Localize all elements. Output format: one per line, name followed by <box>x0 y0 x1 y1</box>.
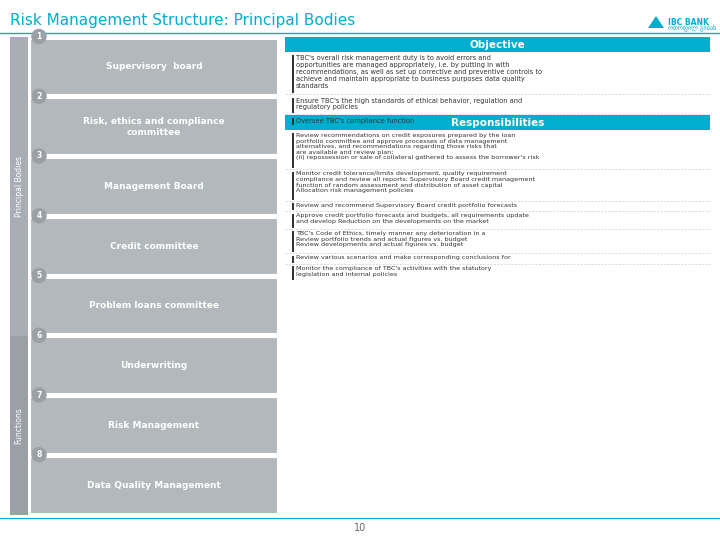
Circle shape <box>32 388 46 402</box>
Circle shape <box>32 30 46 44</box>
FancyBboxPatch shape <box>292 133 294 168</box>
FancyBboxPatch shape <box>292 231 294 252</box>
Text: TBC's overall risk management duty is to avoid errors and
opportunities are mana: TBC's overall risk management duty is to… <box>296 55 542 89</box>
FancyBboxPatch shape <box>292 203 294 210</box>
Text: Supervisory  board: Supervisory board <box>106 63 202 71</box>
FancyBboxPatch shape <box>292 213 294 227</box>
FancyBboxPatch shape <box>292 55 294 92</box>
Text: 7: 7 <box>36 390 42 400</box>
FancyBboxPatch shape <box>30 397 278 454</box>
Text: Credit committee: Credit committee <box>109 241 198 251</box>
Text: Risk, ethics and compliance
committee: Risk, ethics and compliance committee <box>84 117 225 137</box>
Text: Ensure TBC's the high standards of ethical behavior, regulation and
regulatory p: Ensure TBC's the high standards of ethic… <box>296 98 522 110</box>
Circle shape <box>32 149 46 163</box>
Text: 3: 3 <box>37 152 42 160</box>
Text: 1: 1 <box>37 32 42 41</box>
FancyBboxPatch shape <box>30 457 278 514</box>
Text: 2: 2 <box>37 92 42 101</box>
FancyBboxPatch shape <box>10 37 28 336</box>
Text: Principal Bodies: Principal Bodies <box>14 156 24 217</box>
FancyBboxPatch shape <box>30 218 278 274</box>
FancyBboxPatch shape <box>285 115 710 130</box>
Text: 5: 5 <box>37 271 42 280</box>
FancyBboxPatch shape <box>285 37 710 52</box>
Circle shape <box>32 89 46 103</box>
FancyBboxPatch shape <box>30 98 278 155</box>
Text: Risk Management Structure: Principal Bodies: Risk Management Structure: Principal Bod… <box>10 13 355 28</box>
Polygon shape <box>648 16 664 28</box>
Text: 8: 8 <box>36 450 42 459</box>
Text: Review various scenarios and make corresponding conclusions for: Review various scenarios and make corres… <box>296 255 510 260</box>
FancyBboxPatch shape <box>30 158 278 215</box>
Text: Data Quality Management: Data Quality Management <box>87 481 221 490</box>
Text: Review and recommend Supervisory Board credit portfolio forecasts: Review and recommend Supervisory Board c… <box>296 203 517 208</box>
Text: IBC BANK: IBC BANK <box>668 18 709 27</box>
Text: Monitor credit tolerance/limits development, quality requirement
compliance and : Monitor credit tolerance/limits developm… <box>296 172 535 193</box>
Circle shape <box>32 268 46 282</box>
Text: Objective: Objective <box>469 39 526 50</box>
FancyBboxPatch shape <box>10 336 28 515</box>
FancyBboxPatch shape <box>292 255 294 262</box>
Circle shape <box>32 448 46 462</box>
Circle shape <box>32 328 46 342</box>
FancyBboxPatch shape <box>30 38 278 95</box>
Text: 6: 6 <box>37 330 42 340</box>
Text: Risk Management: Risk Management <box>109 421 199 430</box>
FancyBboxPatch shape <box>292 172 294 199</box>
Text: TBC's Code of Ethics, timely manner any deterioration in a
Review portfolio tren: TBC's Code of Ethics, timely manner any … <box>296 231 485 247</box>
Text: Oversee TBC's compliance function: Oversee TBC's compliance function <box>296 118 414 124</box>
Text: Underwriting: Underwriting <box>120 361 188 370</box>
Text: Monitor the compliance of TBC's activities with the statutory
legislation and in: Monitor the compliance of TBC's activiti… <box>296 266 491 276</box>
Text: Management Board: Management Board <box>104 182 204 191</box>
FancyBboxPatch shape <box>292 266 294 280</box>
Text: Review recommendations on credit exposures prepared by the loan
portfolio commit: Review recommendations on credit exposur… <box>296 133 539 160</box>
Circle shape <box>32 209 46 222</box>
FancyBboxPatch shape <box>292 98 294 112</box>
Text: 4: 4 <box>37 211 42 220</box>
FancyBboxPatch shape <box>292 118 294 125</box>
Text: 10: 10 <box>354 523 366 533</box>
Text: Responsibilities: Responsibilities <box>451 118 544 127</box>
FancyBboxPatch shape <box>30 278 278 334</box>
FancyBboxPatch shape <box>30 338 278 394</box>
Text: Functions: Functions <box>14 407 24 444</box>
Text: ოთოფილ გიბახ: ოთოფილ გიბახ <box>668 24 716 31</box>
Text: Approve credit portfolio forecasts and budgets, all requirements update
and deve: Approve credit portfolio forecasts and b… <box>296 213 529 224</box>
Text: Problem loans committee: Problem loans committee <box>89 301 219 310</box>
